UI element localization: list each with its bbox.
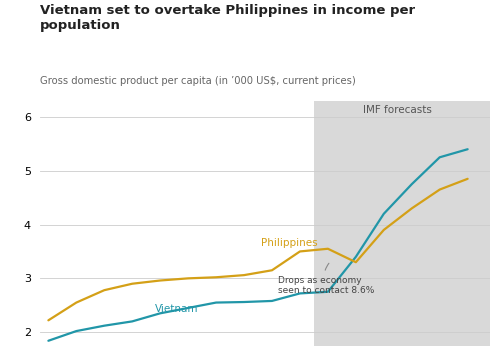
Text: Vietnam set to overtake Philippines in income per population: Vietnam set to overtake Philippines in i… (40, 4, 415, 32)
Text: IMF forecasts: IMF forecasts (364, 105, 432, 116)
Text: Gross domestic product per capita (in ’000 US$, current prices): Gross domestic product per capita (in ’0… (40, 76, 356, 86)
Text: Drops as economy
seen to contact 8.6%: Drops as economy seen to contact 8.6% (278, 263, 374, 295)
Bar (314, 101, 496, 346)
Text: Philippines: Philippines (261, 238, 318, 248)
Text: Vietnam: Vietnam (154, 304, 198, 314)
